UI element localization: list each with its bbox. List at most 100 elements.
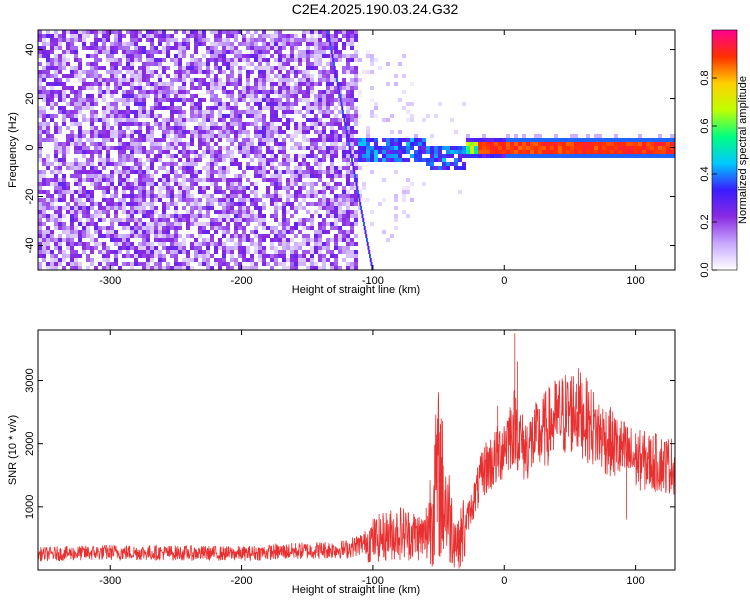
heatmap-cell (306, 54, 310, 58)
heatmap-cell (90, 238, 94, 242)
heatmap-cell (82, 186, 86, 190)
heatmap-cell (270, 70, 274, 74)
heatmap-cell (294, 90, 298, 94)
heatmap-cell (58, 238, 62, 242)
heatmap-cell (90, 46, 94, 50)
heatmap-cell (54, 114, 58, 118)
heatmap-cell (610, 146, 614, 150)
heatmap-cell (198, 34, 202, 38)
heatmap-cell (306, 42, 310, 46)
heatmap-cell (446, 150, 450, 154)
heatmap-cell (110, 194, 114, 198)
heatmap-cell (138, 58, 142, 62)
heatmap-cell (242, 110, 246, 114)
heatmap-cell (278, 242, 282, 246)
heatmap-cell (198, 170, 202, 174)
heatmap-cell (298, 178, 302, 182)
heatmap-cell (102, 38, 106, 42)
heatmap-cell (186, 194, 190, 198)
heatmap-cell (170, 214, 174, 218)
heatmap-cell (526, 150, 530, 154)
heatmap-cell (62, 142, 66, 146)
heatmap-cell (334, 130, 338, 134)
heatmap-cell (74, 70, 78, 74)
heatmap-cell (86, 174, 90, 178)
heatmap-cell (278, 98, 282, 102)
heatmap-cell (306, 242, 310, 246)
heatmap-cell (282, 82, 286, 86)
heatmap-cell (234, 178, 238, 182)
heatmap-cell (278, 58, 282, 62)
heatmap-cell (62, 186, 66, 190)
heatmap-cell (50, 138, 54, 142)
heatmap-cell (338, 234, 342, 238)
heatmap-cell (50, 86, 54, 90)
heatmap-cell (286, 134, 290, 138)
heatmap-cell (98, 134, 102, 138)
heatmap-cell (294, 122, 298, 126)
heatmap-cell (126, 30, 130, 34)
heatmap-cell (166, 98, 170, 102)
heatmap-cell (318, 34, 322, 38)
heatmap-cell (274, 194, 278, 198)
heatmap-cell (318, 94, 322, 98)
heatmap-cell (234, 226, 238, 230)
heatmap-cell (42, 202, 46, 206)
heatmap-cell (42, 242, 46, 246)
heatmap-cell (182, 150, 186, 154)
heatmap-cell (574, 146, 578, 150)
heatmap-cell (130, 234, 134, 238)
heatmap-cell (106, 70, 110, 74)
heatmap-cell (294, 258, 298, 262)
heatmap-cell (454, 162, 458, 166)
heatmap-cell (174, 222, 178, 226)
heatmap-cell (378, 66, 382, 70)
heatmap-cell (118, 130, 122, 134)
heatmap-cell (106, 106, 110, 110)
heatmap-cell (206, 62, 210, 66)
heatmap-cell (162, 46, 166, 50)
heatmap-cell (398, 146, 402, 150)
heatmap-cell (170, 82, 174, 86)
heatmap-cell (38, 266, 42, 270)
heatmap-cell (38, 74, 42, 78)
heatmap-cell (310, 166, 314, 170)
heatmap-cell (334, 186, 338, 190)
heatmap-cell (486, 146, 490, 150)
heatmap-cell (126, 154, 130, 158)
heatmap-cell (242, 126, 246, 130)
heatmap-cell (182, 242, 186, 246)
heatmap-cell (270, 178, 274, 182)
heatmap-cell (366, 130, 370, 134)
heatmap-cell (294, 130, 298, 134)
heatmap-cell (310, 118, 314, 122)
heatmap-cell (410, 114, 414, 118)
heatmap-cell (82, 42, 86, 46)
heatmap-cell (178, 198, 182, 202)
heatmap-cell (182, 134, 186, 138)
heatmap-cell (262, 154, 266, 158)
heatmap-cell (214, 30, 218, 34)
heatmap-cell (146, 170, 150, 174)
heatmap-cell (318, 242, 322, 246)
heatmap-cell (314, 210, 318, 214)
heatmap-cell (326, 174, 330, 178)
heatmap-cell (154, 266, 158, 270)
heatmap-cell (166, 202, 170, 206)
heatmap-cell (598, 150, 602, 154)
heatmap-cell (602, 142, 606, 146)
heatmap-cell (274, 234, 278, 238)
heatmap-cell (170, 250, 174, 254)
heatmap-cell (342, 42, 346, 46)
heatmap-cell (138, 102, 142, 106)
heatmap-cell (246, 194, 250, 198)
heatmap-cell (210, 254, 214, 258)
heatmap-cell (346, 214, 350, 218)
heatmap-cell (38, 150, 42, 154)
heatmap-cell (54, 74, 58, 78)
heatmap-cell (130, 58, 134, 62)
snr-y-tick-label: 2000 (24, 431, 36, 455)
heatmap-cell (362, 198, 366, 202)
heatmap-cell (246, 206, 250, 210)
heatmap-cell (114, 110, 118, 114)
